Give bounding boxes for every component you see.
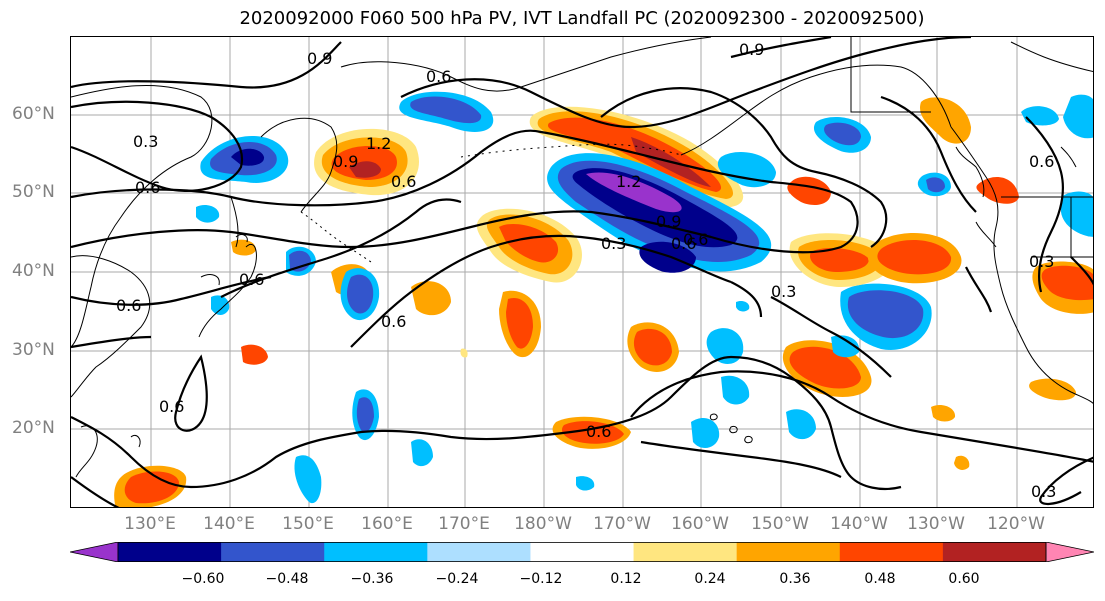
colorbar-segment — [839, 542, 944, 562]
colorbar — [70, 542, 1094, 562]
lat-label-40n: 40°N — [12, 261, 55, 281]
lat-label-60n: 60°N — [12, 104, 55, 124]
contour-label: 0.3 — [133, 132, 158, 151]
pc-filled-contours — [114, 91, 1093, 507]
colorbar-tick-label: 0.60 — [948, 571, 980, 587]
lon-label: 170°E — [438, 514, 490, 534]
contour-label: 0.6 — [239, 270, 264, 289]
negative-anomaly — [196, 205, 860, 504]
lon-label: 180°W — [514, 514, 572, 534]
lon-label: 160°E — [361, 514, 413, 534]
contour-label: 0.3 — [771, 282, 796, 301]
contour-label: 0.3 — [1029, 252, 1054, 271]
contour-label: 0.6 — [671, 234, 696, 253]
colorbar-segment — [427, 542, 531, 562]
colorbar-segment — [118, 542, 222, 562]
colorbar-border — [117, 542, 1047, 562]
colorbar-extension-low — [70, 542, 119, 562]
contour-label: 0.3 — [601, 234, 626, 253]
contour-labels: 0.9 0.6 0.3 0.6 0.6 1.2 0.9 0.6 0.6 0.6 … — [116, 40, 1056, 501]
colorbar-segment — [736, 542, 841, 562]
contour-label: 0.9 — [307, 49, 332, 68]
contour-label: 0.3 — [1031, 482, 1056, 501]
pv-contour-lines — [71, 37, 1093, 507]
contour-label: 0.6 — [381, 312, 406, 331]
colorbar-extension-high — [1045, 542, 1094, 562]
map-canvas: 0.9 0.6 0.3 0.6 0.6 1.2 0.9 0.6 0.6 0.6 … — [71, 37, 1093, 507]
negative-anomaly — [717, 117, 932, 350]
contour-label: 0.9 — [333, 152, 358, 171]
lon-label: 150°E — [282, 514, 334, 534]
contour-label: 0.6 — [1029, 152, 1054, 171]
positive-anomaly — [460, 348, 970, 470]
lon-label: 140°E — [203, 514, 255, 534]
colorbar-tick-label: 0.24 — [694, 571, 726, 587]
contour-label: 0.9 — [739, 40, 764, 59]
colorbar-tick-label: −0.12 — [519, 571, 563, 587]
colorbar-segment — [324, 542, 428, 562]
colorbar-tick-label: −0.36 — [350, 571, 394, 587]
positive-anomaly — [314, 128, 419, 196]
contour-label: 0.6 — [426, 67, 451, 86]
colorbar-tick-label: −0.48 — [265, 571, 309, 587]
contour-label: 0.6 — [116, 296, 141, 315]
colorbar-tick-label: 0.36 — [779, 571, 811, 587]
contour-label: 0.6 — [391, 172, 416, 191]
lon-label: 140°W — [830, 514, 888, 534]
contour-label: 0.6 — [586, 422, 611, 441]
plot-title: 2020092000 F060 500 hPa PV, IVT Landfall… — [239, 8, 925, 29]
lat-label-50n: 50°N — [12, 182, 55, 202]
negative-anomaly — [399, 91, 494, 132]
contour-label: 0.6 — [135, 178, 160, 197]
map-panel: 0.9 0.6 0.3 0.6 0.6 1.2 0.9 0.6 0.6 0.6 … — [70, 36, 1094, 508]
colorbar-segment — [530, 542, 635, 562]
contour-label: 0.6 — [683, 230, 708, 249]
contour-label: 1.2 — [616, 172, 641, 191]
lon-label: 170°W — [593, 514, 651, 534]
colorbar-segment — [633, 542, 738, 562]
lat-label-30n: 30°N — [12, 340, 55, 360]
lon-label: 130°W — [907, 514, 965, 534]
colorbar-tick-label: −0.24 — [435, 571, 479, 587]
contour-label: 0.9 — [656, 212, 681, 231]
lon-label: 120°W — [987, 514, 1045, 534]
colorbar-tick-label: 0.48 — [864, 571, 896, 587]
colorbar-tick-label: −0.60 — [181, 571, 225, 587]
colorbar-tick-label: 0.12 — [610, 571, 642, 587]
contour-label: 0.6 — [159, 397, 184, 416]
contour-label: 1.2 — [366, 134, 391, 153]
lon-label: 150°W — [751, 514, 809, 534]
negative-anomaly — [200, 135, 289, 183]
colorbar-segment — [942, 542, 1047, 562]
lon-label: 160°W — [671, 514, 729, 534]
lon-label: 130°E — [124, 514, 176, 534]
lat-label-20n: 20°N — [12, 418, 55, 438]
colorbar-segment — [221, 542, 325, 562]
